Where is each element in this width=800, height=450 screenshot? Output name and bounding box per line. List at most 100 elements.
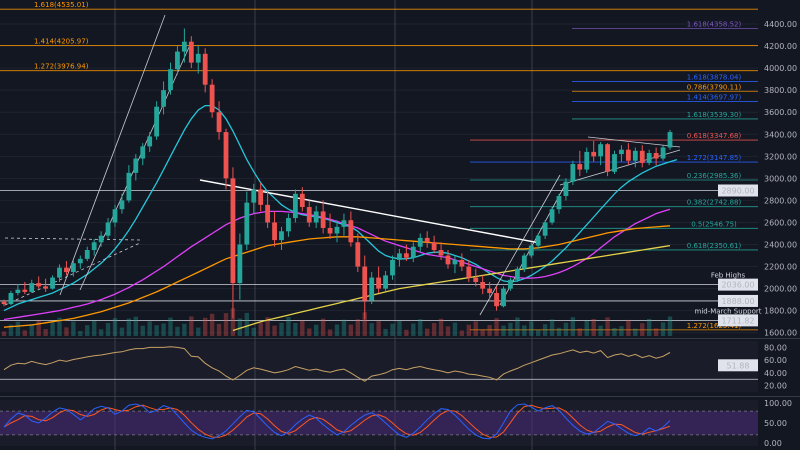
candle-body: [612, 154, 617, 172]
candle-body: [591, 151, 597, 157]
moving-average-line: [232, 244, 671, 332]
volume-bar: [563, 322, 569, 336]
candle-body: [445, 255, 451, 265]
volume-bar: [570, 317, 576, 336]
trendline: [4, 242, 141, 306]
volume-bar: [404, 329, 409, 336]
volume-bar: [251, 327, 256, 336]
volume-bar: [154, 325, 159, 336]
candle-body: [584, 151, 590, 170]
candle-body: [195, 53, 201, 63]
volume-bar: [202, 317, 208, 336]
candle-body: [98, 235, 104, 243]
rsi-axis-tick: 20.00: [764, 382, 787, 391]
candle-body: [161, 90, 166, 107]
volume-bar: [369, 323, 374, 336]
price-axis-tick: 2600.00: [764, 218, 797, 227]
candle-body: [501, 288, 506, 307]
candle-body: [438, 250, 444, 256]
trendline: [199, 179, 541, 244]
candle-body: [334, 226, 340, 234]
volume-bar: [542, 324, 548, 336]
candle-body: [202, 53, 208, 85]
volume-bar: [265, 317, 270, 336]
volume-bar: [334, 324, 340, 336]
volume-bar: [300, 320, 305, 336]
volume-bar: [105, 323, 111, 336]
volume-bar: [182, 323, 187, 336]
volume-bar: [626, 319, 631, 336]
volume-bar: [660, 322, 666, 336]
candle-body: [362, 266, 368, 301]
candle-body: [105, 222, 111, 236]
volume-bar: [320, 318, 326, 336]
candle-body: [383, 275, 388, 289]
candle-body: [265, 204, 271, 223]
volume-bar: [529, 321, 534, 336]
fib-level-label: 0.786(3790.11): [687, 83, 742, 91]
stoch-d-line: [3, 404, 671, 438]
fib-level-label: 0.618(2350.61): [687, 242, 742, 250]
volume-bar: [22, 330, 28, 336]
volume-bar: [112, 318, 118, 336]
volume-bar: [78, 331, 83, 336]
volume-bar: [64, 327, 69, 336]
candle-body: [556, 196, 562, 210]
fib-level-label: 1.618(3878.04): [687, 74, 742, 82]
candle-body: [8, 293, 14, 305]
price-axis-tick: 4000.00: [764, 64, 797, 73]
candle-body: [29, 283, 35, 292]
volume-bar: [653, 328, 659, 336]
candle-body: [376, 277, 382, 289]
rsi-axis-tick: 60.00: [764, 356, 787, 365]
volume-bar: [591, 319, 596, 336]
candle-body: [126, 172, 132, 201]
volume-bar: [598, 325, 603, 336]
volume-bar: [431, 323, 437, 336]
candle-body: [480, 281, 486, 289]
volume-bar: [286, 317, 291, 336]
volume-bar: [494, 318, 499, 336]
candle-body: [431, 242, 437, 251]
volume-bar: [355, 319, 361, 336]
candle-body: [244, 202, 250, 245]
volume-bar: [161, 323, 166, 336]
volume-bar: [376, 321, 381, 336]
candle-body: [639, 150, 645, 163]
volume-bar: [667, 316, 673, 336]
candle-body: [320, 211, 326, 228]
candle-body: [667, 132, 673, 148]
candle-body: [508, 279, 513, 289]
fib-level-label: 0.618(3347.68): [687, 132, 742, 140]
candle-body: [299, 193, 305, 208]
candle-body: [140, 146, 146, 159]
volume-bar: [445, 326, 451, 336]
candle-body: [313, 211, 319, 223]
fib-level-label: 1.272(3147.85): [687, 154, 742, 162]
moving-average-line: [3, 104, 678, 312]
candle-body: [223, 132, 229, 179]
volume-bar: [216, 323, 222, 336]
candle-body: [1, 301, 7, 305]
price-axis-tick: 3800.00: [764, 86, 797, 95]
volume-bar: [473, 321, 478, 336]
volume-bar: [175, 326, 180, 336]
volume-bar: [223, 313, 229, 336]
candle-body: [473, 277, 479, 282]
volume-bar: [459, 330, 465, 336]
volume-bar: [126, 318, 132, 336]
candle-body: [403, 253, 409, 258]
candle-body: [528, 245, 534, 256]
volume-bar: [418, 319, 423, 336]
candle-body: [154, 106, 160, 137]
fib-level-label: 0.236(2985.36): [687, 172, 742, 180]
candle-body: [535, 235, 541, 246]
candle-body: [563, 181, 569, 197]
key-level-label: 2890.00: [721, 186, 754, 195]
volume-bar: [293, 322, 298, 336]
fib-level-label: 0.382(2742.88): [687, 199, 742, 207]
candle-body: [175, 51, 180, 70]
fib-level-label: 1.618(4535.01): [34, 1, 89, 9]
stoch-axis-tick: 100.00: [764, 399, 792, 408]
volume-bar: [466, 324, 472, 336]
